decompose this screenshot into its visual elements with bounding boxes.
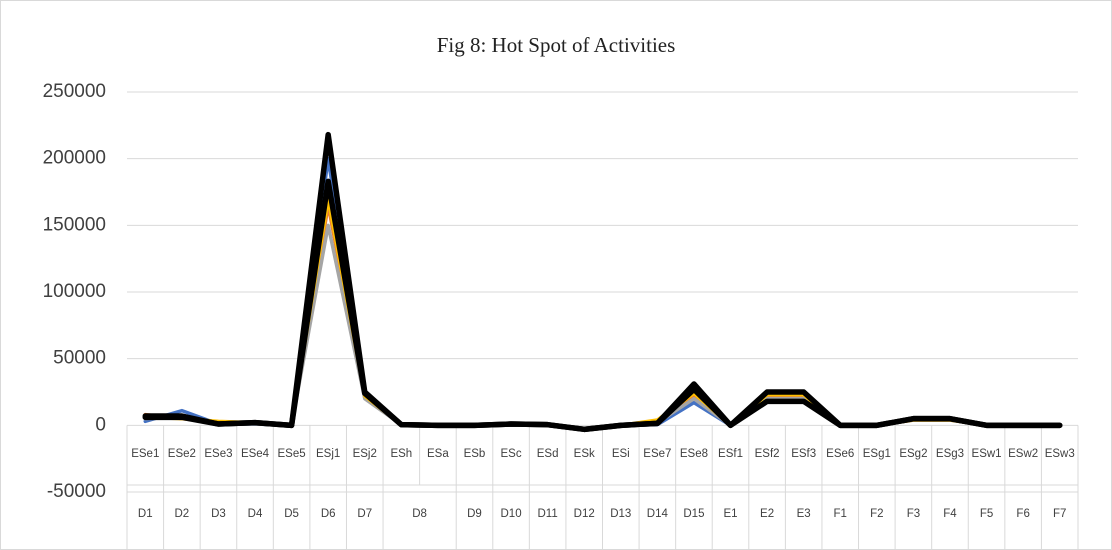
x-tick-label: ESe7 [643,448,671,460]
outer-category-label: F6 [1016,508,1029,520]
outer-category-label: D9 [467,508,482,520]
y-tick-label: 200000 [43,148,106,169]
outer-category-label: E2 [760,508,774,520]
outer-category-label: D10 [501,508,522,520]
outer-category-label: F5 [980,508,993,520]
outer-category-label: F1 [834,508,847,520]
x-tick-label: ESe1 [131,448,159,460]
y-tick-label: 150000 [43,214,106,235]
x-tick-label: ESk [574,448,595,460]
x-tick-label: ESe4 [241,448,270,460]
x-tick-label: ESc [501,448,522,460]
x-tick-label: ESe3 [204,448,232,460]
y-tick-label: 50000 [53,348,106,369]
outer-category-label: D15 [683,508,704,520]
outer-category-label: F7 [1053,508,1066,520]
y-tick-label: -50000 [47,481,106,502]
y-tick-label: 0 [95,414,106,435]
x-tick-label: ESj1 [316,448,340,460]
outer-category-label: F2 [870,508,883,520]
x-tick-label: ESh [390,448,412,460]
outer-category-label: D14 [647,508,669,520]
x-tick-label: ESf3 [791,448,816,460]
chart-title: Fig 8: Hot Spot of Activities [437,33,676,57]
outer-category-label: F4 [943,508,957,520]
y-tick-label: 100000 [43,281,106,302]
x-tick-label: ESw1 [972,448,1002,460]
x-tick-label: ESg1 [863,448,891,460]
x-tick-label: ESj2 [353,448,377,460]
x-tick-label: ESg2 [899,448,927,460]
outer-category-label: D1 [138,508,153,520]
y-tick-label: 250000 [43,81,106,102]
x-tick-label: ESf2 [755,448,780,460]
outer-category-label: D5 [284,508,299,520]
x-tick-label: ESf1 [718,448,743,460]
outer-category-label: F3 [907,508,920,520]
x-tick-label: ESa [427,448,449,460]
x-tick-label: ESe2 [168,448,196,460]
x-tick-label: ESe8 [680,448,708,460]
outer-category-label: D11 [538,508,558,520]
x-tick-label: ESd [537,448,559,460]
outer-category-label: D4 [248,508,263,520]
x-tick-label: ESw3 [1045,448,1075,460]
outer-category-label: E3 [797,508,811,520]
outer-category-label: D7 [357,508,372,520]
outer-category-label: D6 [321,508,336,520]
series-line [142,178,1063,433]
outer-category-label: D13 [610,508,631,520]
x-tick-label: ESe6 [826,448,854,460]
x-tick-label: ESi [612,448,630,460]
x-tick-label: ESe5 [278,448,306,460]
x-tick-label: ESw2 [1008,448,1038,460]
x-tick-label: ESg3 [936,448,964,460]
outer-category-label: D8 [412,508,427,520]
x-tick-label: ESb [464,448,486,460]
outer-category-label: D3 [211,508,226,520]
outer-category-label: D12 [574,508,595,520]
outer-category-label: D2 [175,508,190,520]
outer-category-label: E1 [723,508,737,520]
